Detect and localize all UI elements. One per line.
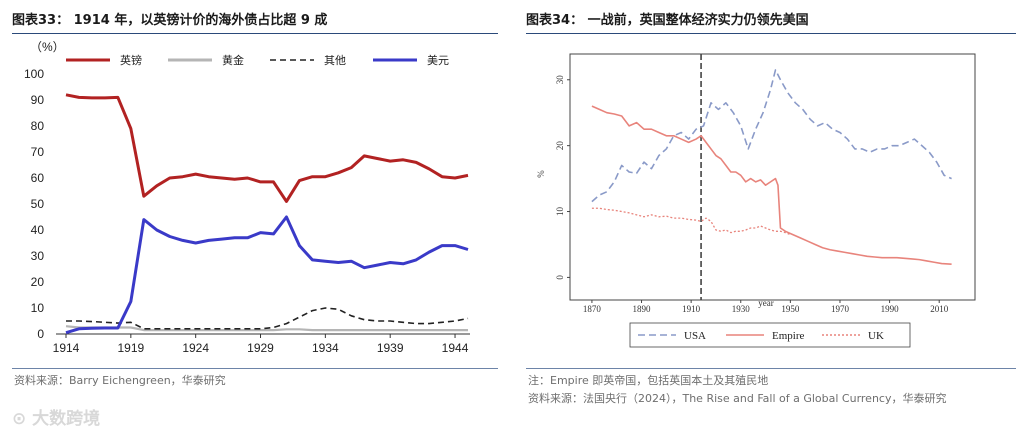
left-y-tick-label: 50: [31, 197, 45, 211]
right-series-empire-line: [591, 105, 952, 266]
right-source: 资料来源：法国央行（2024），The Rise and Fall of a G…: [528, 392, 947, 405]
left-y-tick-label: 20: [31, 275, 45, 289]
right-y-axis-label: %: [536, 170, 546, 178]
left-y-tick-label: 30: [31, 249, 45, 263]
left-series-other-line: [66, 307, 469, 330]
right-chart: 0 10 20 30 1870 1890 1910 1930 1950 1970 1990 2010…: [536, 53, 976, 348]
right-series: [591, 69, 952, 266]
right-legend-box: [629, 322, 911, 348]
right-note: 注：Empire 即英帝国，包括英国本土及其殖民地: [528, 374, 769, 387]
right-source-rule: [526, 368, 1016, 369]
right-plot-frame: [569, 53, 976, 301]
left-y-tick-label: 40: [31, 223, 45, 237]
right-legend-usa-label: USA: [684, 330, 706, 342]
right-legend-empire-label: Empire: [772, 330, 804, 342]
left-y-tick-label: 100: [24, 67, 44, 81]
right-series-usa-line: [591, 69, 952, 203]
right-series-uk-line: [591, 207, 791, 236]
right-y-tick-label: 10: [555, 207, 565, 217]
left-x-tick-label: 1929: [247, 341, 274, 355]
left-x-tick-label: 1919: [117, 341, 144, 355]
right-title-rule: [526, 33, 1016, 34]
watermark-text: 大数跨境: [32, 409, 101, 429]
right-chart-title: 图表34： 一战前，英国整体经济实力仍领先美国: [526, 13, 809, 28]
left-chart-title: 图表33： 1914 年，以英镑计价的海外债占比超 9 成: [12, 13, 328, 28]
left-y-tick-label: 0: [37, 327, 44, 341]
left-y-tick-label: 60: [31, 171, 45, 185]
right-x-tick-label: 1930: [732, 304, 751, 314]
left-legend: 英镑 黄金 其他 美元: [66, 53, 449, 67]
left-y-ticks: 0 10 20 30 40 50 60 70 80 90 100: [24, 67, 44, 341]
left-series-gold-line: [65, 325, 468, 332]
right-y-ticks: 0 10 20 30: [555, 75, 570, 280]
right-x-axis-label: year: [758, 298, 774, 308]
left-x-tick-label: 1939: [377, 341, 404, 355]
right-legend: USA Empire UK: [638, 330, 884, 342]
right-y-tick-label: 0: [555, 275, 565, 280]
left-series-gbp-line: [65, 93, 469, 203]
right-y-tick-label: 30: [555, 75, 565, 85]
left-title-rule: [12, 33, 498, 34]
left-x-tick-label: 1914: [53, 341, 80, 355]
left-x-tick-label: 1934: [312, 341, 339, 355]
right-y-tick-label: 20: [555, 141, 565, 151]
left-x-ticks: 1914 1919 1924 1929 1934 1939 1944: [53, 334, 469, 355]
left-legend-gold-label: 黄金: [222, 53, 244, 67]
left-source-rule: [12, 368, 498, 369]
left-y-tick-label: 90: [31, 93, 45, 107]
right-x-tick-label: 1970: [831, 304, 850, 314]
right-x-ticks: 1870 1890 1910 1930 1950 1970 1990 2010: [583, 300, 949, 314]
right-x-tick-label: 1950: [781, 304, 800, 314]
left-series-usd-line: [65, 215, 469, 335]
right-x-tick-label: 1910: [682, 304, 701, 314]
left-y-tick-label: 70: [31, 145, 45, 159]
left-x-tick-label: 1924: [182, 341, 209, 355]
left-source: 资料来源：Barry Eichengreen，华泰研究: [14, 374, 226, 387]
left-y-unit-label: （%）: [30, 40, 65, 54]
right-x-tick-label: 1890: [633, 304, 652, 314]
right-x-tick-label: 1990: [881, 304, 900, 314]
right-x-tick-label: 1870: [583, 304, 602, 314]
left-chart: （%） 英镑 黄金 其他 美元 0 10 20 30 40 50 60 70 80 90 100 1914…: [24, 40, 470, 355]
left-series: [65, 93, 469, 335]
watermark-logo-icon: ⊙: [12, 409, 27, 429]
left-legend-other-label: 其他: [324, 54, 346, 67]
right-legend-uk-label: UK: [868, 330, 884, 342]
left-legend-usd-label: 美元: [427, 54, 449, 67]
right-x-tick-label: 2010: [930, 304, 949, 314]
left-x-tick-label: 1944: [442, 341, 469, 355]
left-y-tick-label: 10: [31, 301, 45, 315]
left-y-tick-label: 80: [31, 119, 45, 133]
left-legend-gbp-label: 英镑: [120, 53, 142, 67]
watermark: ⊙ 大数跨境: [12, 404, 100, 429]
